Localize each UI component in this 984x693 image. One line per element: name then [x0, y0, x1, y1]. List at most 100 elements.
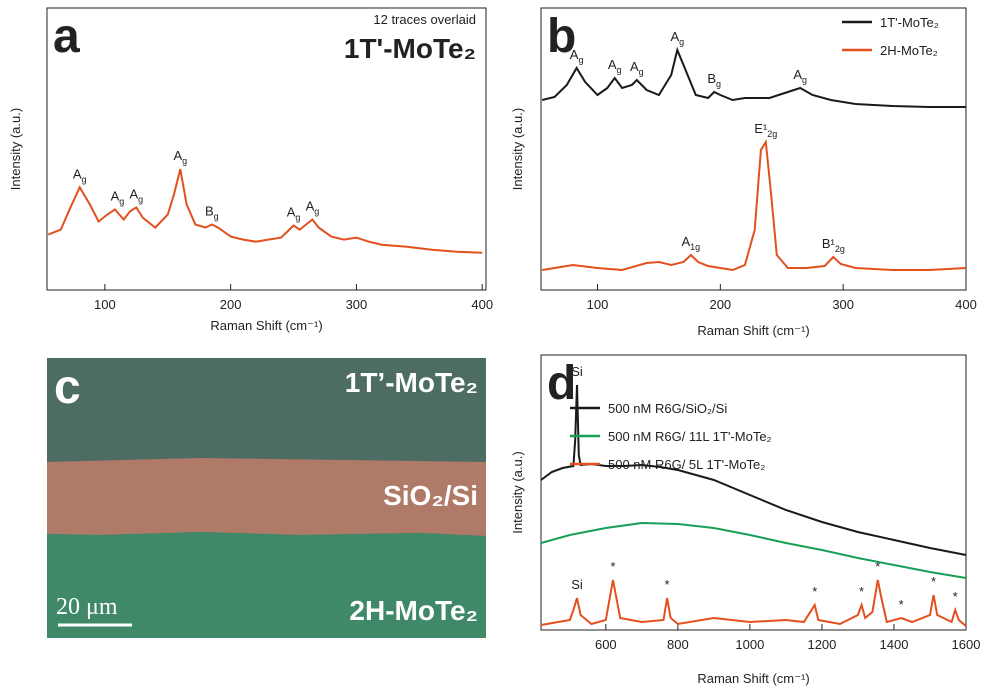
peak-label-sub: g	[578, 55, 583, 65]
peak-label-main: E¹	[754, 121, 768, 136]
peak-label-main: A	[630, 59, 639, 74]
peak-label: *	[611, 559, 616, 574]
peak-label-sub: g	[617, 65, 622, 75]
spectrum-line	[47, 168, 483, 254]
spectrum-line	[541, 46, 966, 108]
peak-label-main: *	[812, 584, 817, 599]
peak-label: Bg	[205, 204, 219, 222]
chart-subtitle: 12 traces overlaid	[373, 12, 476, 27]
region-bottom	[47, 532, 486, 638]
peak-label-main: A	[129, 186, 138, 201]
x-tick-label: 300	[832, 297, 854, 312]
peak-label: Ag	[570, 47, 584, 65]
peak-label: *	[859, 584, 864, 599]
peak-label-main: A	[287, 205, 296, 220]
x-axis-label: Raman Shift (cm⁻¹)	[697, 671, 809, 686]
legend-label: 500 nM R6G/ 5L 1T'-MoTe₂	[608, 457, 765, 472]
peak-label: Ag	[73, 166, 87, 184]
peak-label-sub: g	[314, 207, 319, 217]
peak-label-main: A	[173, 148, 182, 163]
peak-label: Si	[571, 364, 583, 379]
peak-label-main: *	[611, 559, 616, 574]
micrograph: c 1T’-MoTe₂ SiO₂/Si 2H-MoTe₂ 20 μm	[47, 358, 486, 638]
y-axis-label: Intensity (a.u.)	[510, 108, 525, 190]
peak-label-sub: g	[182, 156, 187, 166]
peak-label-main: A	[671, 29, 680, 44]
peak-label-sub: g	[679, 37, 684, 47]
peak-label-sub: g	[82, 174, 87, 184]
peak-label: Ag	[793, 67, 807, 85]
peak-label: Ag	[287, 205, 301, 223]
region-label: 2H-MoTe₂	[349, 595, 478, 626]
peak-label: *	[953, 589, 958, 604]
legend-label: 500 nM R6G/ 11L 1T'-MoTe₂	[608, 429, 772, 444]
peak-label-sub: 2g	[767, 129, 777, 139]
peak-label: Bg	[707, 71, 721, 89]
peak-label: Ag	[630, 59, 644, 77]
plot-frame	[46, 7, 487, 291]
peak-label-main: *	[875, 559, 880, 574]
panel-label: c	[54, 361, 81, 414]
peak-label-main: A	[793, 67, 802, 82]
peak-label: *	[899, 597, 904, 612]
plot-frame	[540, 354, 967, 631]
x-tick-label: 100	[94, 297, 116, 312]
peak-label: B¹2g	[822, 236, 845, 254]
legend-label: 1T'-MoTe₂	[880, 15, 939, 30]
y-axis-label: Intensity (a.u.)	[510, 451, 525, 533]
peak-label-main: *	[953, 589, 958, 604]
spectrum-line	[540, 579, 967, 627]
panel-label: a	[53, 10, 80, 63]
peak-label: Ag	[173, 148, 187, 166]
legend-label: 2H-MoTe₂	[880, 43, 938, 58]
peak-label-sub: 2g	[835, 244, 845, 254]
peak-label: Ag	[306, 199, 320, 217]
peak-label-main: B	[205, 204, 214, 219]
x-tick-label: 1200	[807, 637, 836, 652]
peak-label: Ag	[129, 186, 143, 204]
region-middle	[47, 458, 486, 536]
peak-label: *	[665, 577, 670, 592]
x-tick-label: 200	[709, 297, 731, 312]
peak-label-main: *	[665, 577, 670, 592]
peak-label: Ag	[671, 29, 685, 47]
x-tick-label: 600	[595, 637, 617, 652]
peak-label-main: *	[899, 597, 904, 612]
peak-label-main: A	[306, 199, 315, 214]
peak-label-main: B¹	[822, 236, 836, 251]
peak-label-main: A	[570, 47, 579, 62]
x-tick-label: 100	[587, 297, 609, 312]
spectrum-line	[540, 521, 967, 579]
peak-label-main: A	[682, 234, 691, 249]
peak-label: E¹2g	[754, 121, 777, 139]
peak-label-main: A	[111, 188, 120, 203]
peak-label-main: *	[931, 574, 936, 589]
peak-label: Ag	[111, 188, 125, 206]
peak-label: *	[875, 559, 880, 574]
x-axis-label: Raman Shift (cm⁻¹)	[697, 323, 809, 338]
x-tick-label: 1000	[735, 637, 764, 652]
x-tick-label: 300	[346, 297, 368, 312]
y-axis-label: Intensity (a.u.)	[8, 108, 23, 190]
peak-label: *	[812, 584, 817, 599]
peak-label-sub: g	[802, 75, 807, 85]
peak-label-sub: g	[295, 213, 300, 223]
x-tick-label: 800	[667, 637, 689, 652]
spectrum-line	[540, 384, 967, 556]
peak-label-sub: 1g	[690, 242, 700, 252]
peak-label: Si	[571, 577, 583, 592]
panel-label: b	[547, 10, 576, 63]
region-label: SiO₂/Si	[383, 480, 478, 511]
x-tick-label: 400	[471, 297, 493, 312]
peak-label-sub: g	[138, 194, 143, 204]
peak-label-main: B	[707, 71, 716, 86]
peak-label: *	[931, 574, 936, 589]
region-label: 1T’-MoTe₂	[345, 367, 478, 398]
peak-label: Ag	[608, 57, 622, 75]
peak-label-sub: g	[214, 212, 219, 222]
panel-label: d	[547, 357, 576, 410]
peak-label-main: Si	[571, 577, 583, 592]
chart-title: 1T'-MoTe₂	[344, 33, 476, 64]
peak-label-main: Si	[571, 364, 583, 379]
